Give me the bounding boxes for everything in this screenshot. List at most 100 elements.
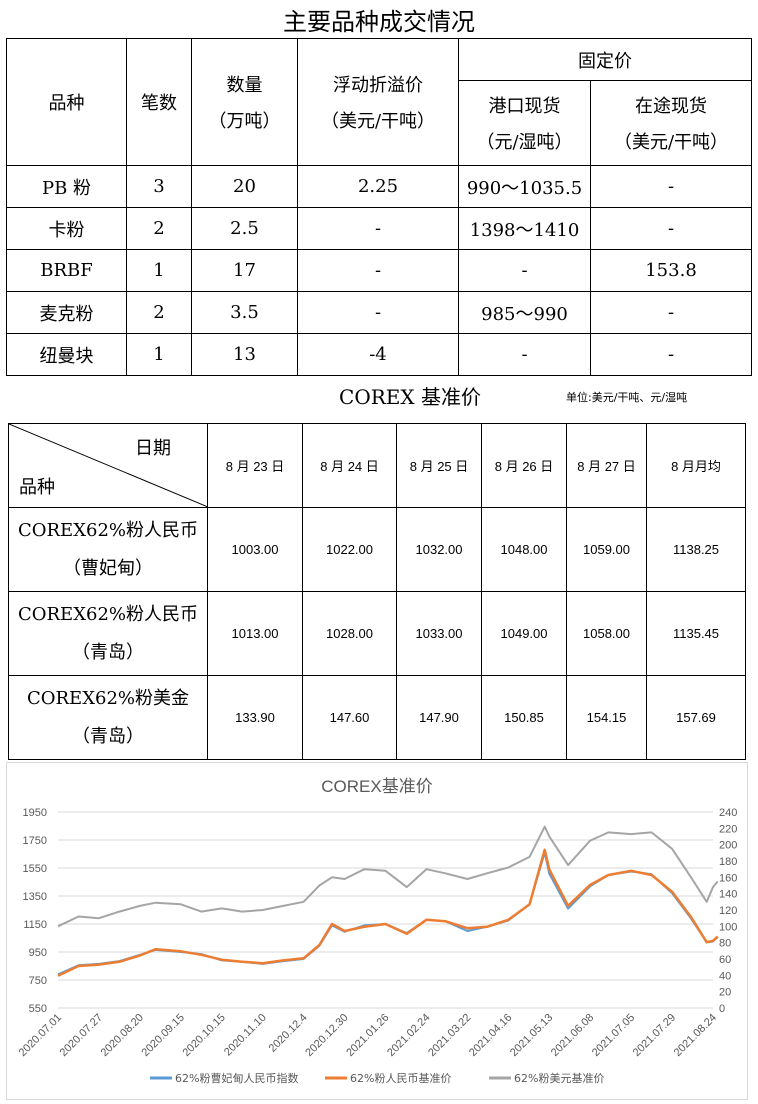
series-line <box>57 848 719 977</box>
header-transit: 在途现货 （美元/干吨） <box>590 80 752 166</box>
table-cell: 985～990 <box>458 291 591 334</box>
chart-title: COREX基准价 <box>321 777 432 796</box>
y-left-tick-label: 1150 <box>23 919 47 931</box>
x-tick-label: 2021.07.05 <box>590 1012 637 1059</box>
row-label-line2: （青岛） <box>72 641 144 663</box>
table-cell: -4 <box>297 333 459 376</box>
x-tick-label: 2020.08.20 <box>99 1012 146 1059</box>
x-tick-label: 2021.06.08 <box>549 1012 596 1059</box>
y-left-tick-label: 1350 <box>23 891 47 903</box>
price-cell: 157.69 <box>646 675 746 760</box>
table-row: PB 粉 3 20 2.25 990～1035.5- <box>6 165 752 208</box>
page-title: 主要品种成交情况 <box>283 8 475 36</box>
row-label-line2: （青岛） <box>72 725 144 747</box>
price-cell: 1028.00 <box>302 591 397 676</box>
y-right-tick-label: 160 <box>719 872 737 884</box>
date-header: 8 月 24 日 <box>302 423 397 508</box>
header-fixed: 固定价 <box>458 38 752 81</box>
series-line <box>57 825 719 928</box>
x-tick-label: 2021.04.16 <box>467 1012 514 1059</box>
legend-label: 62%粉人民币基准价 <box>350 1072 451 1085</box>
row-label-line1: COREX62%粉人民币 <box>17 603 199 625</box>
legend-label: 62%粉美元基准价 <box>514 1072 604 1085</box>
table-cell: 3.5 <box>191 291 298 334</box>
date-header: 8 月月均 <box>646 423 746 508</box>
table-cell: - <box>458 249 591 292</box>
table-cell: 2.5 <box>191 207 298 250</box>
corex-title: COREX 基准价 <box>339 385 481 409</box>
unit-note: 单位:美元/干吨、元/湿吨 <box>566 391 688 404</box>
qty-label: 数量 <box>226 75 263 96</box>
y-left-tick-label: 550 <box>29 1003 47 1015</box>
y-right-tick-label: 220 <box>719 823 737 835</box>
table-cell: 1 <box>126 249 192 292</box>
table-cell: 17 <box>191 249 298 292</box>
float-unit: （美元/干吨） <box>320 111 436 132</box>
header-port: 港口现货 （元/湿吨） <box>458 80 591 166</box>
header-count: 笔数 <box>126 38 192 166</box>
deals-table: 品种 笔数 数量 （万吨） 浮动折溢价 （美元/干吨） 固定价 港口现货 （元/湿吨）… <box>6 38 752 376</box>
price-cell: 154.15 <box>566 675 647 760</box>
corex-chart: COREX基准价 550 750 950 1150 1350 1550 1750 1950 0 20… <box>6 762 748 1100</box>
x-tick-label: 2021.01.26 <box>344 1012 391 1059</box>
price-cell: 1032.00 <box>396 507 482 592</box>
port-label: 港口现货 <box>488 96 561 117</box>
price-cell: 1135.45 <box>646 591 746 676</box>
table-cell: BRBF <box>6 249 127 292</box>
x-tick-label: 2020.07.27 <box>58 1012 105 1059</box>
row-label: COREX62%粉人民币 （曹妃甸） <box>8 507 208 592</box>
y-left-tick-label: 1950 <box>23 807 47 819</box>
table-cell: - <box>297 249 459 292</box>
date-header: 8 月 26 日 <box>481 423 567 508</box>
header-qty: 数量 （万吨） <box>191 38 298 166</box>
date-header: 8 月 25 日 <box>396 423 482 508</box>
y-right-tick-label: 40 <box>719 970 731 982</box>
price-cell: 1058.00 <box>566 591 647 676</box>
header-float: 浮动折溢价 （美元/干吨） <box>297 38 459 166</box>
table-cell: - <box>297 291 459 334</box>
x-tick-label: 2020.11.10 <box>222 1012 269 1059</box>
y-right-tick-label: 20 <box>719 987 731 999</box>
table-cell: 20 <box>191 165 298 208</box>
price-cell: 150.85 <box>481 675 567 760</box>
series-line <box>57 851 719 976</box>
y-left-tick-label: 1550 <box>23 863 47 875</box>
table-cell: - <box>458 333 591 376</box>
table-cell: 990～1035.5 <box>458 165 591 208</box>
x-tick-label: 2021.03.22 <box>426 1012 473 1059</box>
table-cell: 2 <box>126 291 192 334</box>
table-cell: 13 <box>191 333 298 376</box>
row-label-line1: COREX62%粉人民币 <box>17 519 199 541</box>
table-cell: - <box>590 207 752 250</box>
table-row: 卡粉 2 2.5-1398～1410- <box>6 207 752 250</box>
x-tick-label: 2020.12.30 <box>303 1012 350 1059</box>
price-cell: 1138.25 <box>646 507 746 592</box>
x-tick-label: 2020.09.15 <box>140 1012 187 1059</box>
table-cell: 2.25 <box>297 165 459 208</box>
table-cell: - <box>590 165 752 208</box>
price-cell: 1033.00 <box>396 591 482 676</box>
y-left-tick-label: 950 <box>29 947 47 959</box>
x-tick-label: 2020.10.15 <box>180 1012 227 1059</box>
x-tick-label: 2021.07.29 <box>631 1012 678 1059</box>
table-row: BRBF 1 17- -153.8 <box>6 249 752 292</box>
table-row: COREX62%粉人民币 （青岛） 1013.00 1028.00 1033.00 104… <box>8 591 746 676</box>
y-right-tick-label: 200 <box>719 840 737 852</box>
date-header: 8 月 27 日 <box>566 423 647 508</box>
table-cell: 2 <box>126 207 192 250</box>
row-label-line2: （曹妃甸） <box>63 557 153 579</box>
table-row: COREX62%粉人民币 （曹妃甸） 1003.00 1022.00 1032.00 10… <box>8 507 746 592</box>
x-tick-label: 2021.05.13 <box>508 1012 555 1059</box>
row-label-line1: COREX62%粉美金 <box>26 687 190 709</box>
row-label: COREX62%粉人民币 （青岛） <box>8 591 208 676</box>
table-cell: 1398～1410 <box>458 207 591 250</box>
header-variety: 品种 <box>6 38 127 166</box>
y-right-tick-label: 140 <box>719 889 737 901</box>
y-right-tick-label: 120 <box>719 905 737 917</box>
price-cell: 147.60 <box>302 675 397 760</box>
y-right-tick-label: 100 <box>719 921 737 933</box>
table-cell: 卡粉 <box>6 207 127 250</box>
table-cell: - <box>297 207 459 250</box>
table-cell: 1 <box>126 333 192 376</box>
table-row: 纽曼块 1 13 -4- - <box>6 333 752 376</box>
